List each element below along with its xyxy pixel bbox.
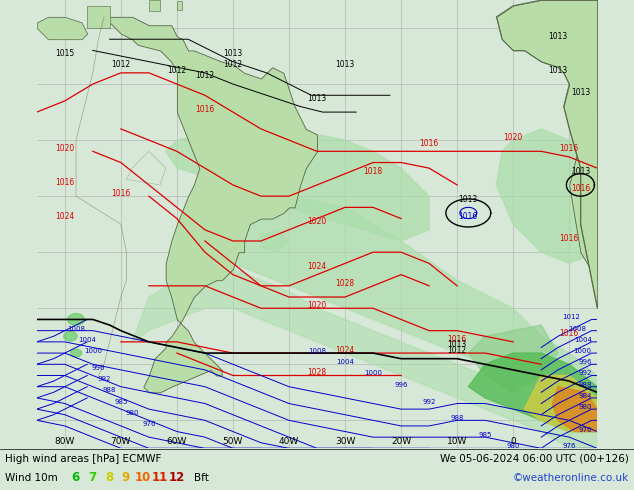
Text: 1008: 1008 — [308, 348, 326, 354]
Text: 1012: 1012 — [195, 72, 214, 80]
Text: 1016: 1016 — [111, 189, 131, 198]
Text: 1000: 1000 — [84, 348, 102, 354]
Text: 1016: 1016 — [560, 145, 579, 153]
Text: 1000: 1000 — [574, 348, 592, 354]
Text: 1013: 1013 — [548, 32, 567, 41]
Polygon shape — [70, 349, 82, 357]
Text: 1020: 1020 — [55, 145, 74, 153]
Text: 60W: 60W — [167, 437, 187, 445]
Text: 1012: 1012 — [223, 60, 242, 69]
Text: 1012: 1012 — [562, 315, 580, 320]
Text: 1028: 1028 — [335, 279, 354, 288]
Text: Bft: Bft — [194, 473, 209, 483]
Polygon shape — [205, 196, 597, 409]
Polygon shape — [132, 269, 597, 448]
Text: 50W: 50W — [223, 437, 243, 445]
Text: 1013: 1013 — [571, 167, 590, 176]
Text: 1013: 1013 — [307, 94, 327, 103]
Text: 1008: 1008 — [67, 326, 85, 332]
Text: 992: 992 — [422, 398, 436, 405]
Text: 1013: 1013 — [335, 60, 354, 69]
Text: 1016: 1016 — [55, 178, 74, 187]
Text: 20W: 20W — [391, 437, 411, 445]
Text: 992: 992 — [98, 376, 111, 382]
Text: 984: 984 — [578, 393, 592, 399]
Polygon shape — [149, 0, 160, 11]
Polygon shape — [469, 325, 558, 392]
Text: ©weatheronline.co.uk: ©weatheronline.co.uk — [513, 473, 629, 483]
Text: 996: 996 — [92, 365, 105, 371]
Text: 1018: 1018 — [363, 167, 382, 176]
Text: High wind areas [hPa] ECMWF: High wind areas [hPa] ECMWF — [5, 454, 162, 464]
Text: 976: 976 — [142, 421, 155, 427]
Text: 1028: 1028 — [307, 368, 327, 377]
Text: 1016: 1016 — [571, 184, 590, 193]
Text: 1016: 1016 — [560, 329, 579, 338]
Text: 1016: 1016 — [420, 139, 439, 147]
Text: 30W: 30W — [335, 437, 355, 445]
Text: 1020: 1020 — [307, 217, 327, 226]
Text: 1016: 1016 — [458, 212, 478, 220]
Text: 985: 985 — [114, 398, 127, 405]
Text: 985: 985 — [479, 432, 492, 438]
Text: 1020: 1020 — [307, 301, 327, 310]
Text: 12: 12 — [169, 471, 185, 484]
Polygon shape — [496, 129, 597, 264]
Polygon shape — [524, 375, 597, 432]
Text: 8: 8 — [105, 471, 113, 484]
Text: Wind 10m: Wind 10m — [5, 473, 58, 483]
Polygon shape — [165, 129, 429, 241]
Text: 1016: 1016 — [195, 105, 214, 114]
Text: 980: 980 — [578, 404, 592, 410]
Text: 1016: 1016 — [448, 335, 467, 344]
Text: 1024: 1024 — [55, 212, 74, 220]
Text: 988: 988 — [578, 382, 592, 388]
Text: 10: 10 — [135, 471, 151, 484]
Text: 1024: 1024 — [335, 346, 354, 355]
Text: 80W: 80W — [55, 437, 75, 445]
Text: 10W: 10W — [447, 437, 467, 445]
Text: 1012: 1012 — [112, 60, 131, 69]
Polygon shape — [68, 314, 84, 325]
Polygon shape — [177, 1, 183, 10]
Text: 988: 988 — [450, 416, 464, 421]
Text: 9: 9 — [122, 471, 130, 484]
Text: 996: 996 — [394, 382, 408, 388]
Polygon shape — [261, 230, 289, 252]
Text: 11: 11 — [152, 471, 168, 484]
Text: 7: 7 — [88, 471, 96, 484]
Text: 40W: 40W — [279, 437, 299, 445]
Polygon shape — [469, 353, 597, 432]
Text: 1013: 1013 — [548, 66, 567, 75]
Text: 976: 976 — [578, 426, 592, 433]
Text: 1012: 1012 — [448, 346, 467, 355]
Polygon shape — [63, 332, 77, 341]
Text: 1012: 1012 — [167, 66, 186, 75]
Text: 1013: 1013 — [448, 341, 467, 349]
Text: 1004: 1004 — [78, 337, 96, 343]
Text: 1020: 1020 — [503, 133, 523, 142]
Text: 1004: 1004 — [336, 359, 354, 365]
Text: 6: 6 — [71, 471, 79, 484]
Text: 1013: 1013 — [571, 88, 590, 98]
Text: 1024: 1024 — [307, 262, 327, 271]
Text: 992: 992 — [578, 370, 592, 376]
Text: We 05-06-2024 06:00 UTC (00+126): We 05-06-2024 06:00 UTC (00+126) — [440, 454, 629, 464]
Text: 1000: 1000 — [364, 370, 382, 376]
Text: 1015: 1015 — [55, 49, 74, 58]
Text: 70W: 70W — [111, 437, 131, 445]
Text: 1013: 1013 — [458, 195, 478, 204]
Text: 980: 980 — [126, 410, 139, 416]
Text: 0: 0 — [510, 437, 516, 445]
Text: 988: 988 — [103, 387, 117, 393]
Text: 1008: 1008 — [568, 326, 586, 332]
Polygon shape — [552, 387, 597, 432]
Text: 980: 980 — [507, 443, 520, 449]
Text: 996: 996 — [578, 359, 592, 365]
Text: 976: 976 — [562, 443, 576, 449]
Polygon shape — [87, 5, 110, 28]
Text: 1013: 1013 — [223, 49, 243, 58]
Text: 1004: 1004 — [574, 337, 592, 343]
Text: 1016: 1016 — [560, 234, 579, 243]
